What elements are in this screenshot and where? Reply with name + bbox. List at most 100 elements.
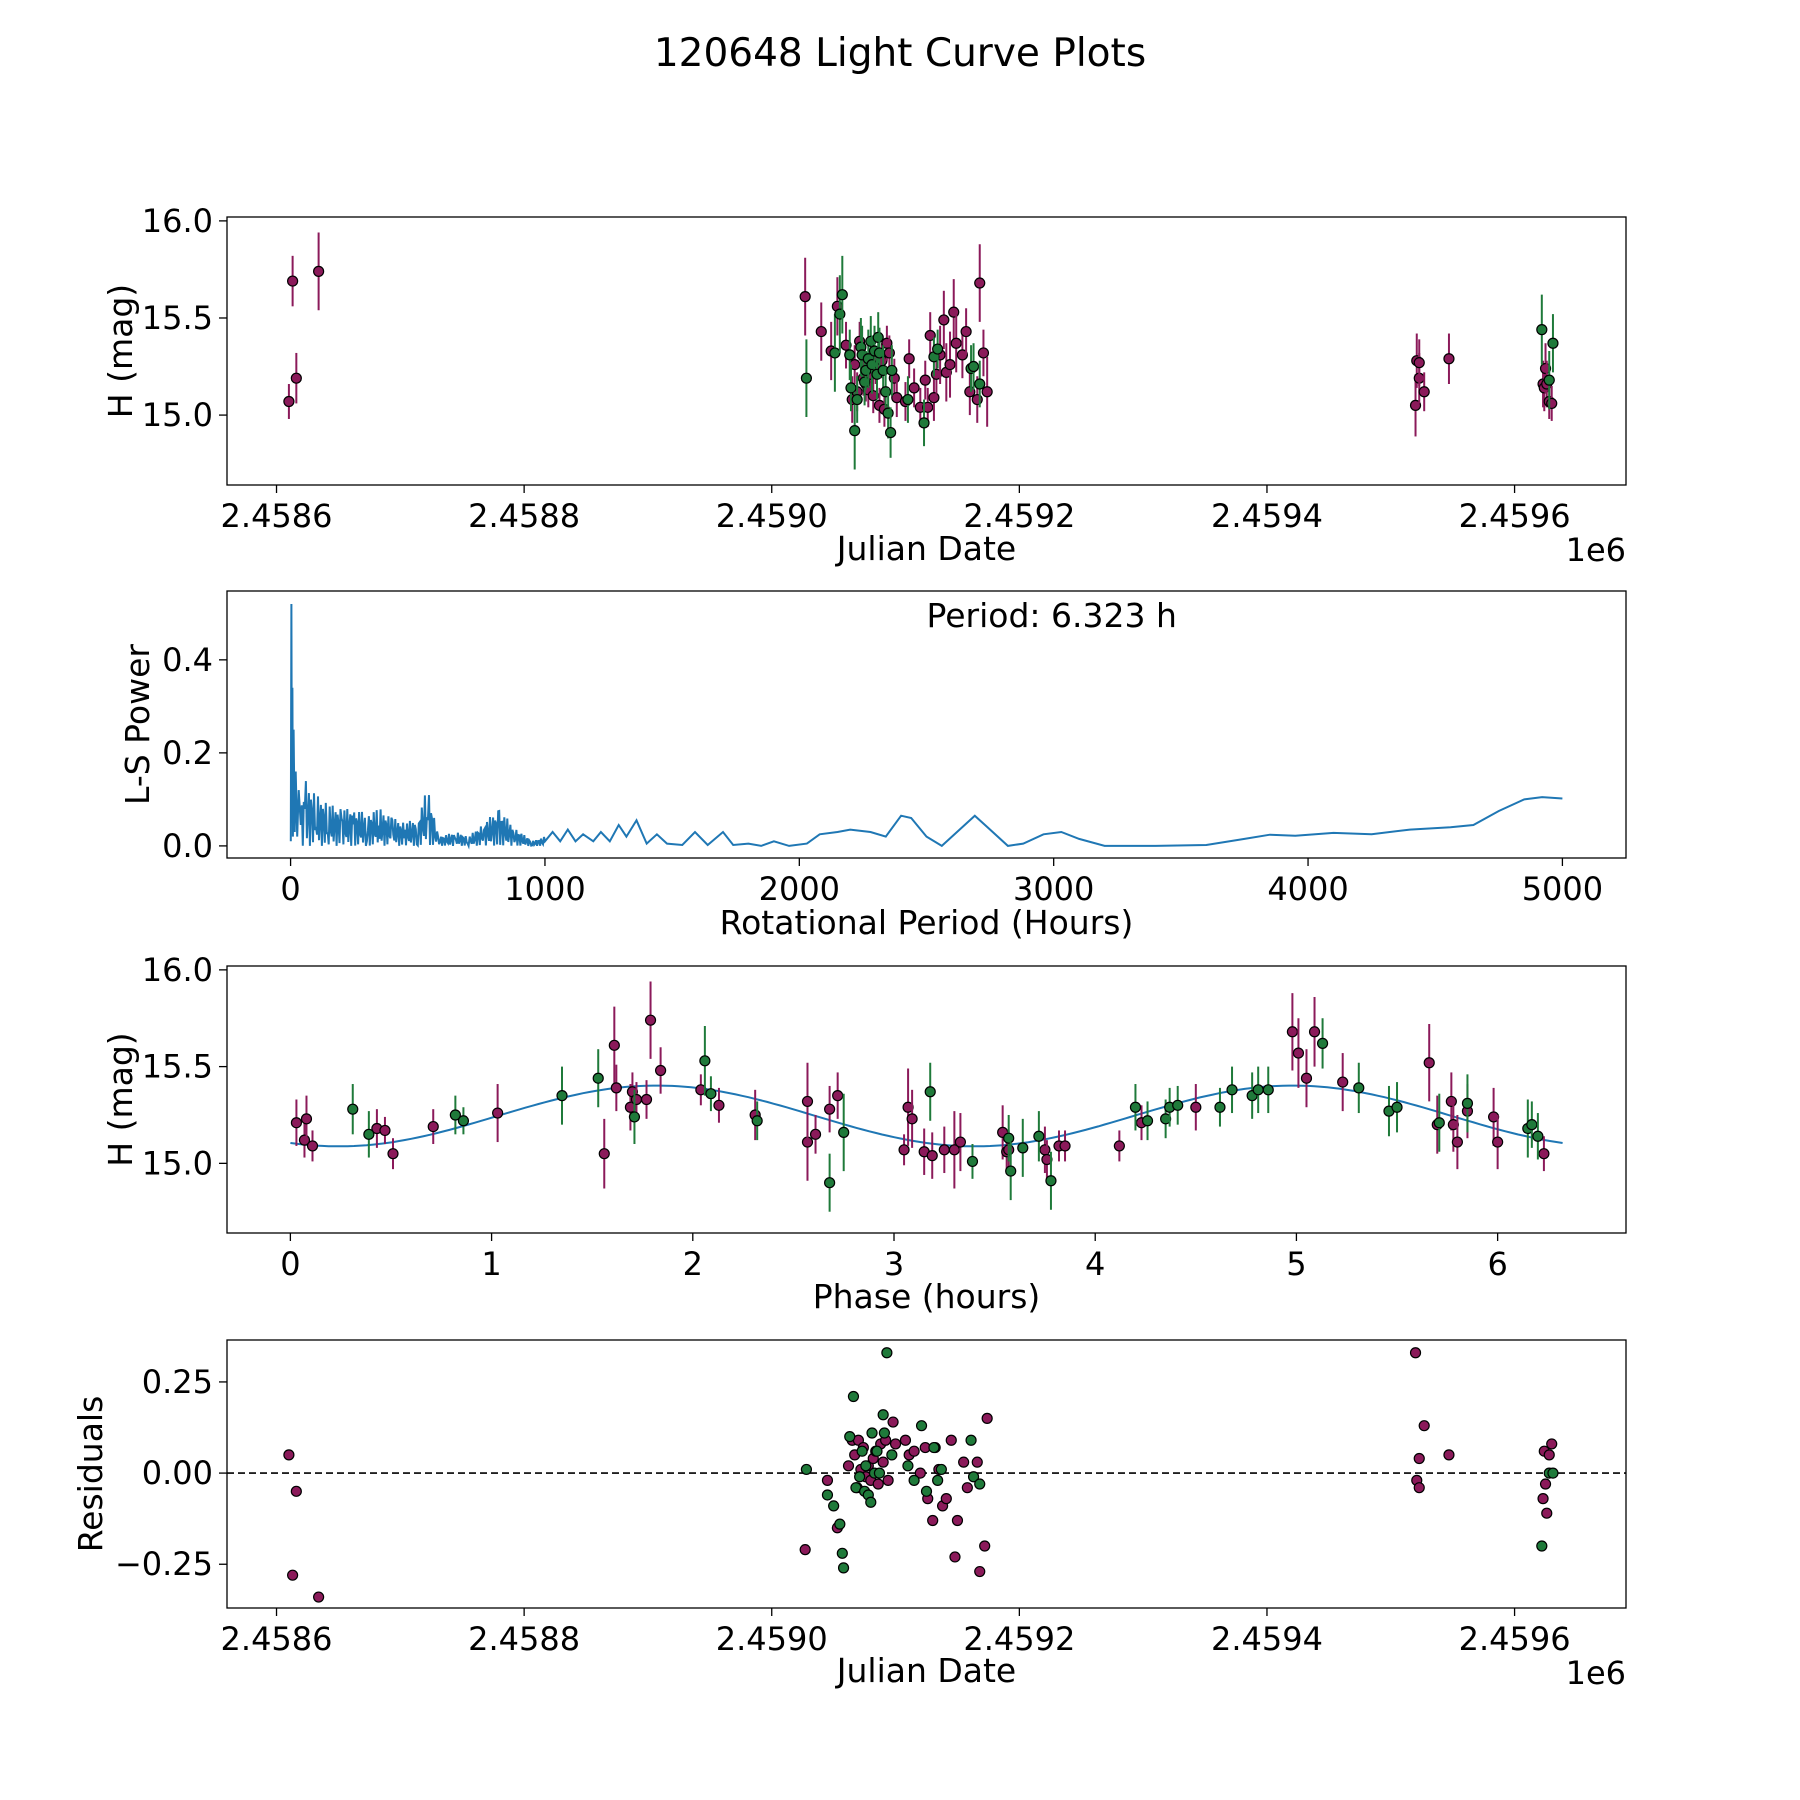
purple-data-point xyxy=(908,382,920,394)
green-data-point xyxy=(363,1128,375,1140)
purple-data-point xyxy=(840,339,852,351)
phased-lightcurve-x-tick-label: 2 xyxy=(683,1245,703,1283)
residuals-x-axis-label: Julian Date xyxy=(835,1651,1017,1690)
purple-data-point xyxy=(598,1148,610,1160)
green-data-point xyxy=(918,417,930,429)
green-data-point xyxy=(844,349,856,361)
purple-data-point xyxy=(1539,362,1552,375)
green-data-point xyxy=(915,1420,928,1432)
purple-data-point xyxy=(899,1434,912,1446)
purple-data-point xyxy=(1292,1047,1305,1059)
purple-data-point xyxy=(1286,1026,1298,1038)
residuals-y-tick-label: 0.00 xyxy=(142,1454,213,1492)
green-data-point xyxy=(928,1441,940,1454)
green-data-point xyxy=(880,386,892,398)
residuals-x-tick-label: 2.4596 xyxy=(1459,1620,1571,1658)
purple-data-point xyxy=(964,386,976,398)
green-data-point xyxy=(908,1474,920,1486)
green-data-point xyxy=(844,1431,856,1443)
lightcurve-x-tick-label: 2.4592 xyxy=(963,497,1075,535)
green-data-point xyxy=(1005,1165,1017,1177)
green-data-point xyxy=(1461,1097,1474,1109)
green-data-point xyxy=(449,1109,461,1121)
lightcurve-y-tick-label: 15.0 xyxy=(142,396,213,434)
purple-data-point xyxy=(903,353,915,365)
green-data-point xyxy=(829,347,841,359)
purple-data-point xyxy=(926,1150,938,1162)
purple-data-point xyxy=(906,1113,918,1125)
green-data-point xyxy=(886,364,898,377)
residuals-y-tick-label: −0.25 xyxy=(115,1545,213,1583)
green-data-point xyxy=(457,1115,470,1127)
green-data-point xyxy=(836,289,848,301)
purple-data-point xyxy=(981,386,993,398)
purple-data-point xyxy=(1445,1095,1457,1108)
green-data-point xyxy=(1532,1130,1544,1142)
purple-data-point xyxy=(815,325,827,338)
green-data-point xyxy=(836,1547,848,1559)
purple-data-point xyxy=(801,1095,814,1108)
periodogram-y-tick-label: 0.4 xyxy=(162,641,213,679)
green-data-point xyxy=(1003,1132,1015,1144)
purple-data-point xyxy=(889,1438,902,1450)
green-data-point xyxy=(845,382,857,394)
phased-lightcurve-x-tick-label: 0 xyxy=(280,1245,300,1283)
purple-data-point xyxy=(944,358,956,371)
purple-data-point xyxy=(290,372,302,384)
purple-data-point xyxy=(1418,1420,1430,1432)
purple-data-point xyxy=(379,1124,391,1137)
purple-data-point xyxy=(1039,1144,1051,1156)
purple-data-point xyxy=(898,1144,910,1156)
purple-data-point xyxy=(940,1493,952,1505)
purple-data-point xyxy=(809,1128,822,1140)
purple-data-point xyxy=(1190,1101,1202,1113)
purple-data-point xyxy=(1413,1482,1425,1494)
purple-data-point xyxy=(945,1434,957,1446)
lightcurve-plot-area xyxy=(283,232,1559,470)
green-data-point xyxy=(878,1427,891,1439)
green-data-point xyxy=(705,1088,717,1100)
residuals-y-axis-label: Residuals xyxy=(71,1396,110,1553)
green-data-point xyxy=(974,378,986,390)
periodogram-x-tick-label: 3000 xyxy=(1013,870,1094,908)
green-data-point xyxy=(838,1126,850,1138)
purple-data-point xyxy=(713,1099,725,1111)
purple-data-point xyxy=(290,1485,302,1497)
purple-data-point xyxy=(1413,1452,1425,1465)
lightcurve-x-tick-label: 2.4596 xyxy=(1459,497,1571,535)
lightcurve-y-axis-label: H (mag) xyxy=(101,284,140,418)
green-data-point xyxy=(1252,1084,1264,1096)
purple-data-point xyxy=(922,401,934,413)
phased-lightcurve-y-tick-label: 16.0 xyxy=(142,951,213,989)
purple-data-point xyxy=(1418,386,1430,398)
purple-data-point xyxy=(981,1412,993,1424)
phased-lightcurve-x-axis-label: Phase (hours) xyxy=(813,1277,1041,1316)
residuals-offset-label: 1e6 xyxy=(1566,1654,1626,1692)
green-data-point xyxy=(866,358,878,371)
green-data-point xyxy=(873,1467,886,1479)
green-data-point xyxy=(920,1485,933,1497)
green-data-point xyxy=(1536,324,1548,336)
purple-data-point xyxy=(1443,1449,1455,1461)
green-data-point xyxy=(974,1478,986,1490)
green-data-point xyxy=(821,1489,834,1501)
purple-data-point xyxy=(877,1456,889,1468)
residuals-y-tick-label: 0.25 xyxy=(142,1363,213,1401)
green-data-point xyxy=(556,1090,568,1102)
green-data-point xyxy=(886,1449,898,1461)
purple-data-point xyxy=(919,374,931,386)
green-data-point xyxy=(1045,1175,1057,1187)
purple-data-point xyxy=(908,1445,920,1457)
lightcurve-x-axis-label: Julian Date xyxy=(835,529,1017,568)
purple-data-point xyxy=(644,1014,657,1026)
residuals-panel: 2.4586 2.4588 2.4590 2.4592 2.4594 2.4596 −0.2… xyxy=(71,1339,1627,1692)
green-data-point xyxy=(965,1434,977,1446)
purple-data-point xyxy=(883,347,895,359)
purple-data-point xyxy=(842,1460,855,1472)
green-data-point xyxy=(1226,1084,1238,1096)
green-data-point xyxy=(902,1460,914,1472)
phased-lightcurve-y-tick-label: 15.0 xyxy=(142,1144,213,1182)
purple-data-point xyxy=(974,1565,986,1578)
green-data-point xyxy=(902,393,914,406)
